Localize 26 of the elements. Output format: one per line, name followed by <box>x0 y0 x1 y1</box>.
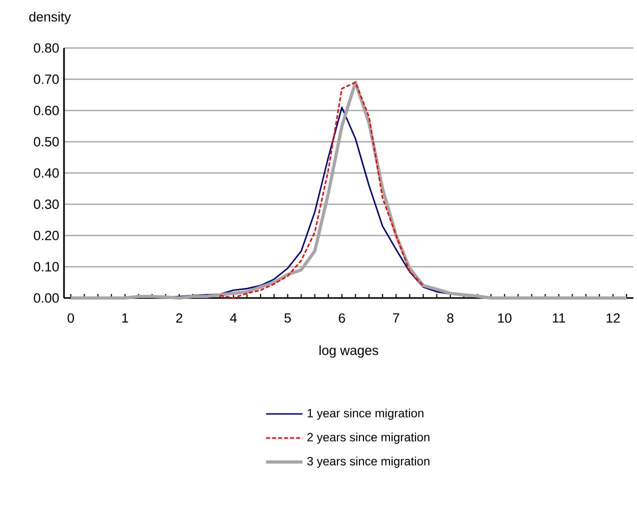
y-tick-label: 0.50 <box>34 137 59 146</box>
x-axis-title: log wages <box>320 345 378 358</box>
x-tick-label: 5 <box>284 313 291 323</box>
x-tick-label: 4 <box>230 313 237 323</box>
y-tick-label: 0.30 <box>34 200 59 209</box>
y-tick-label: 0.80 <box>34 43 59 53</box>
line-series <box>219 82 424 299</box>
y-tick-label: 0.60 <box>34 106 59 116</box>
x-tick-label: 12 <box>606 313 620 323</box>
x-tick-label: 0 <box>68 313 74 323</box>
legend-label: 2 years since migration <box>307 432 430 444</box>
x-tick-label: 1 <box>122 313 128 323</box>
x-tick-label: 11 <box>552 313 566 323</box>
y-tick-label: 0.70 <box>34 74 59 84</box>
x-tick-label: 10 <box>498 313 512 323</box>
legend-label: 3 years since migration <box>307 456 430 468</box>
y-tick-label: 0.40 <box>34 168 59 178</box>
x-tick-label: 6 <box>338 313 346 323</box>
y-axis-title: density <box>29 12 71 24</box>
x-tick-label: 8 <box>447 313 454 323</box>
legend-label: 1 year since migration <box>308 408 424 420</box>
y-tick-label: 0.20 <box>34 230 59 240</box>
x-tick-label: 7 <box>393 313 400 323</box>
y-tick-label: 0.10 <box>34 262 59 272</box>
y-tick-label: 0.00 <box>34 293 59 303</box>
x-tick-label: 2 <box>176 313 182 323</box>
